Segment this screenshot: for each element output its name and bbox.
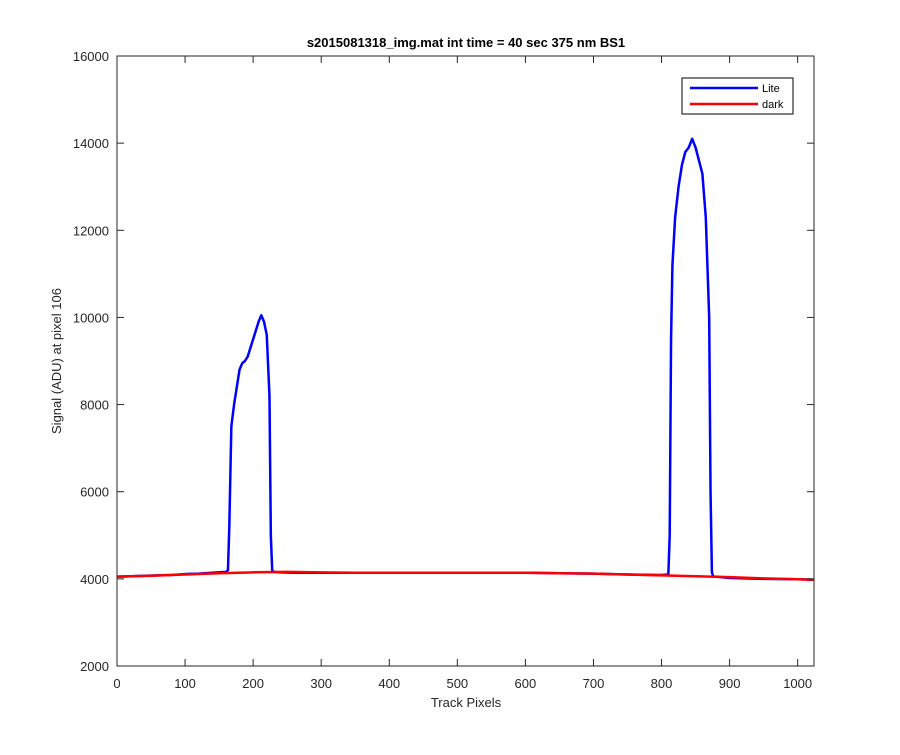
x-tick-label: 0 xyxy=(113,676,120,691)
x-tick-label: 200 xyxy=(242,676,264,691)
y-tick-label: 2000 xyxy=(80,659,109,674)
chart-title: s2015081318_img.mat int time = 40 sec 37… xyxy=(307,35,625,50)
x-tick-label: 500 xyxy=(446,676,468,691)
y-axis-label: Signal (ADU) at pixel 106 xyxy=(49,288,64,434)
axes-frame xyxy=(116,55,815,667)
series-line-lite xyxy=(116,137,815,581)
y-tick-label: 6000 xyxy=(80,485,109,500)
y-tick-label: 8000 xyxy=(80,398,109,413)
y-tick-label: 14000 xyxy=(73,136,109,151)
x-axis-label: Track Pixels xyxy=(431,695,502,710)
x-tick-label: 600 xyxy=(515,676,537,691)
x-tick-label: 700 xyxy=(583,676,605,691)
y-tick-label: 10000 xyxy=(73,310,109,325)
x-tick-label: 100 xyxy=(174,676,196,691)
legend-label-lite: Lite xyxy=(762,83,780,95)
x-tick-label: 900 xyxy=(719,676,741,691)
series-line-dark xyxy=(116,570,815,581)
axis-ticks: 0 100 200 300 400 500 600 700 800 900 1000 2000 4000… xyxy=(73,49,814,691)
legend-label-dark: dark xyxy=(762,99,784,111)
x-tick-label: 400 xyxy=(378,676,400,691)
legend-box xyxy=(681,77,794,115)
x-tick-label: 1000 xyxy=(783,676,812,691)
y-tick-label: 16000 xyxy=(73,49,109,64)
x-tick-label: 800 xyxy=(651,676,673,691)
y-tick-label: 4000 xyxy=(80,572,109,587)
x-tick-label: 300 xyxy=(310,676,332,691)
plot-area xyxy=(116,137,815,581)
legend: Lite dark xyxy=(681,77,794,115)
y-tick-label: 12000 xyxy=(73,223,109,238)
